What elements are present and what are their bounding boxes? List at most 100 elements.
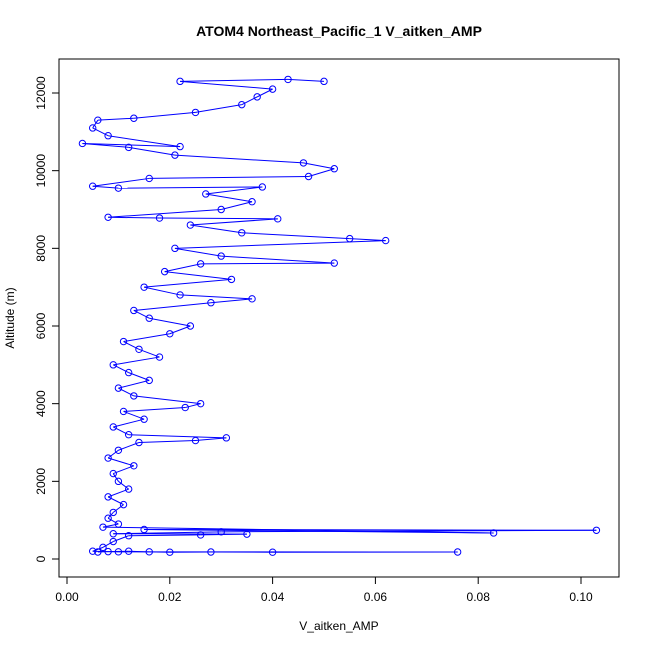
data-point	[171, 151, 179, 159]
data-point	[243, 530, 251, 538]
data-point	[330, 259, 338, 267]
series-segment	[164, 271, 232, 280]
data-point	[166, 330, 174, 338]
y-tick-label: 4000	[34, 390, 48, 417]
data-point	[109, 537, 117, 546]
series-segment	[118, 379, 150, 389]
series-segment	[287, 78, 325, 82]
data-point	[119, 500, 128, 509]
series-segment	[195, 437, 227, 442]
series-segment	[123, 341, 140, 350]
data-point	[592, 526, 601, 534]
data-point	[346, 234, 354, 243]
x-tick-label: 0.10	[569, 590, 593, 604]
data-point	[78, 139, 87, 148]
data-point	[104, 213, 112, 221]
data-point	[227, 275, 236, 284]
data-point	[207, 548, 215, 556]
data-point	[124, 547, 133, 555]
data-point	[104, 547, 112, 556]
data-point	[109, 508, 117, 517]
data-point	[104, 132, 112, 140]
y-tick-label: 10000	[34, 154, 48, 188]
series-segment	[180, 294, 253, 300]
data-point	[145, 376, 153, 385]
data-point	[119, 337, 128, 346]
series-segment	[149, 317, 191, 327]
data-point	[109, 361, 117, 369]
series-segment	[349, 238, 386, 242]
data-point	[130, 462, 138, 470]
series-segment	[123, 333, 170, 343]
data-point	[248, 198, 256, 206]
series-segment	[118, 186, 263, 189]
series-segment	[102, 541, 114, 548]
data-point	[89, 124, 97, 132]
data-point	[140, 525, 148, 534]
x-axis: 0.00 0.02 0.04 0.06 0.08 0.10	[55, 576, 593, 604]
series-segment	[200, 262, 335, 265]
series-segment	[128, 534, 201, 537]
data-point	[320, 77, 328, 86]
series-segment	[107, 512, 114, 519]
x-tick-label: 0.04	[261, 590, 285, 604]
series-segment	[92, 177, 150, 187]
data-point	[130, 306, 138, 315]
series-segment	[92, 550, 119, 553]
data-point	[196, 531, 205, 539]
x-tick-label: 0.00	[55, 590, 79, 604]
x-tick-label: 0.02	[158, 590, 182, 604]
data-point	[89, 182, 97, 190]
data-point	[109, 423, 117, 431]
data-point	[124, 532, 133, 540]
series-segment	[174, 240, 386, 249]
series-segment	[174, 247, 222, 257]
data-point	[94, 116, 102, 124]
data-point	[140, 415, 148, 423]
data-point	[181, 403, 189, 412]
data-point	[94, 548, 102, 556]
data-point	[104, 514, 112, 522]
data-point	[176, 291, 184, 299]
series-segment	[112, 504, 124, 513]
data-point	[171, 244, 179, 253]
series-segment	[138, 440, 196, 443]
series-segment	[92, 127, 109, 137]
y-tick-label: 8000	[34, 235, 48, 262]
x-axis-label: V_aitken_AMP	[299, 619, 378, 633]
x-tick-label: 0.08	[467, 590, 491, 604]
series-segment	[113, 418, 145, 428]
series-segment	[133, 395, 201, 405]
data-point	[238, 100, 246, 109]
data-point	[99, 523, 107, 531]
data-point	[176, 142, 184, 151]
series-segment	[308, 168, 335, 177]
series-segment	[180, 78, 289, 82]
data-point	[119, 407, 128, 416]
data-point	[130, 114, 138, 122]
series-segment	[102, 523, 119, 528]
data-point	[155, 214, 164, 222]
data-point	[114, 548, 123, 556]
data-point	[207, 299, 215, 307]
data-point	[268, 548, 277, 556]
data-point	[176, 77, 184, 86]
data-point	[238, 229, 246, 237]
data-point	[109, 469, 117, 478]
data-point	[124, 431, 133, 439]
series-segment	[107, 496, 124, 506]
series-segment	[113, 356, 160, 366]
plot-frame	[58, 58, 620, 578]
data-point	[114, 446, 123, 454]
series-segment	[190, 224, 242, 234]
y-tick-label: 6000	[34, 312, 48, 339]
series-segment	[113, 535, 129, 542]
x-tick-label: 0.06	[364, 590, 388, 604]
data-point	[114, 520, 123, 528]
series-segment	[118, 480, 129, 490]
y-tick-label: 12000	[34, 76, 48, 110]
data-point	[453, 548, 462, 556]
series-segment	[221, 201, 253, 210]
series-segment	[185, 403, 201, 409]
data-point	[186, 221, 195, 229]
